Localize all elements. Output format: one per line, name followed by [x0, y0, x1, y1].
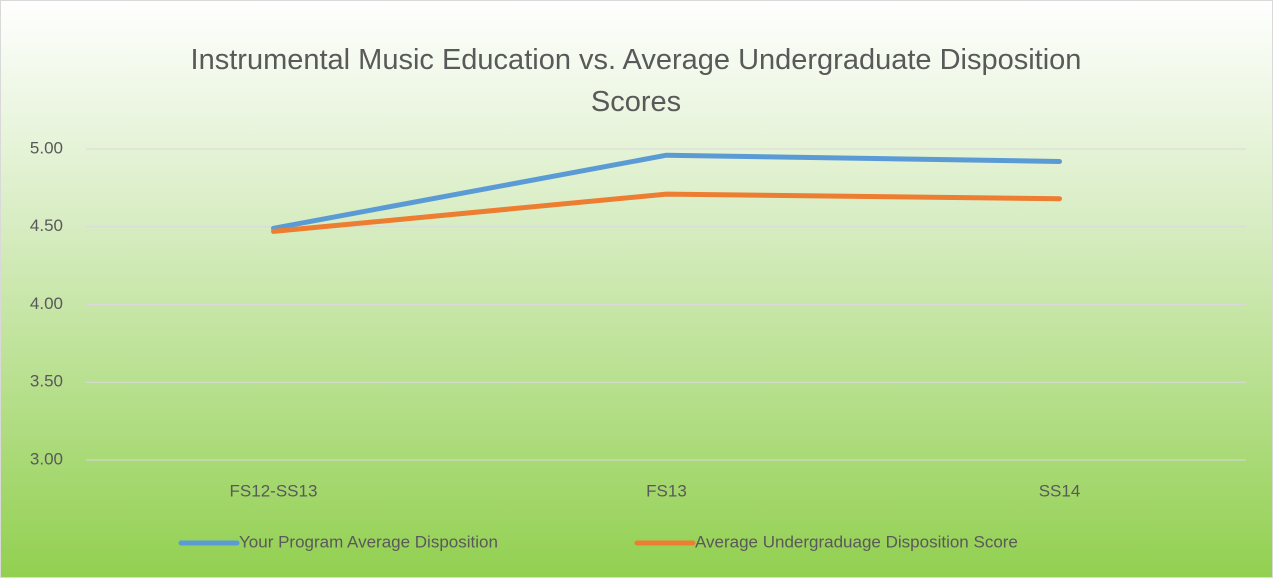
- x-tick-label: FS13: [646, 481, 687, 500]
- y-tick-label: 5.00: [30, 138, 63, 157]
- legend-label: Your Program Average Disposition: [239, 532, 498, 551]
- x-tick-label: SS14: [1039, 481, 1081, 500]
- chart-title: Instrumental Music Education vs. Average…: [190, 44, 1082, 118]
- y-tick-label: 4.50: [30, 216, 63, 235]
- series-line: [271, 191, 1062, 234]
- legend-label: Average Undergraduage Disposition Score: [695, 532, 1018, 551]
- x-tick-label: FS12-SS13: [230, 481, 318, 500]
- y-tick-label: 3.50: [30, 372, 63, 391]
- y-tick-label: 4.00: [30, 294, 63, 313]
- series-line: [271, 152, 1062, 231]
- y-tick-label: 3.00: [30, 449, 63, 468]
